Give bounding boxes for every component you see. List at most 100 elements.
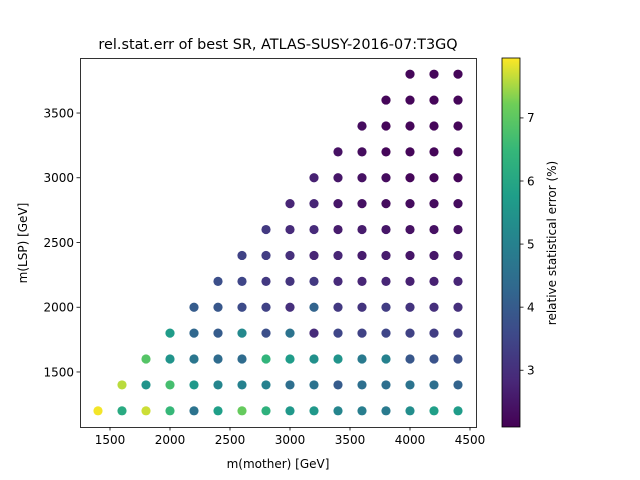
data-point xyxy=(237,406,247,416)
data-point xyxy=(381,199,391,209)
data-point xyxy=(357,250,367,261)
data-point xyxy=(453,173,463,183)
data-point xyxy=(117,406,127,416)
data-point xyxy=(261,380,271,390)
x-axis-ticks: 1500 2000 2500 3000 3500 4000 4500 xyxy=(95,427,485,447)
data-point xyxy=(357,147,367,157)
data-point xyxy=(381,328,391,338)
y-tick-label: 3500 xyxy=(43,106,74,120)
data-point xyxy=(405,199,415,209)
data-point xyxy=(357,354,367,364)
colorbar-tick-label: 5 xyxy=(527,237,535,251)
data-point xyxy=(429,328,439,338)
data-point xyxy=(453,354,463,364)
chart-title: rel.stat.err of best SR, ATLAS-SUSY-2016… xyxy=(98,37,457,53)
data-point xyxy=(237,250,247,261)
data-point xyxy=(333,199,343,209)
data-point xyxy=(285,354,295,364)
data-point xyxy=(357,121,367,131)
x-axis-label: m(mother) [GeV] xyxy=(227,457,330,471)
data-point xyxy=(357,199,367,209)
data-point xyxy=(429,173,439,183)
data-point xyxy=(285,276,295,286)
x-tick-label: 3500 xyxy=(335,433,366,447)
data-point xyxy=(453,95,463,105)
data-point xyxy=(429,224,439,235)
colorbar-label: relative statistical error (%) xyxy=(545,161,559,325)
data-point xyxy=(381,380,391,390)
y-axis-label: m(LSP) [GeV] xyxy=(16,203,30,284)
data-point xyxy=(357,406,367,416)
data-point xyxy=(405,380,415,390)
data-point xyxy=(381,354,391,364)
data-point xyxy=(333,328,343,338)
data-point xyxy=(453,276,463,286)
data-point xyxy=(381,406,391,416)
colorbar xyxy=(502,58,520,427)
data-point xyxy=(333,224,343,235)
data-point xyxy=(381,147,391,157)
data-point xyxy=(333,302,343,312)
data-point xyxy=(285,328,295,338)
data-point xyxy=(429,276,439,286)
data-point xyxy=(309,224,319,235)
data-point xyxy=(429,121,439,131)
data-point xyxy=(333,380,343,390)
y-tick-label: 2000 xyxy=(43,301,74,315)
data-point xyxy=(381,276,391,286)
data-point xyxy=(285,250,295,261)
data-point xyxy=(429,95,439,105)
y-tick-label: 2500 xyxy=(43,236,74,250)
data-point xyxy=(93,406,103,416)
data-point xyxy=(309,276,319,286)
data-point xyxy=(357,328,367,338)
data-point xyxy=(309,250,319,261)
data-point xyxy=(453,406,463,416)
data-point xyxy=(237,302,247,312)
data-point xyxy=(285,224,295,235)
data-point xyxy=(453,302,463,312)
data-point xyxy=(381,302,391,312)
data-point xyxy=(309,302,319,312)
data-point xyxy=(261,250,271,261)
data-point xyxy=(429,406,439,416)
y-tick-label: 1500 xyxy=(43,365,74,379)
colorbar-tick-label: 6 xyxy=(527,174,535,188)
data-point xyxy=(453,250,463,261)
data-point xyxy=(357,276,367,286)
data-point xyxy=(405,147,415,157)
data-point xyxy=(141,380,151,390)
data-point xyxy=(405,224,415,235)
data-point xyxy=(189,302,199,312)
x-tick-label: 1500 xyxy=(95,433,126,447)
data-point xyxy=(165,328,175,338)
data-point xyxy=(453,69,463,79)
x-tick-label: 3000 xyxy=(275,433,306,447)
data-point xyxy=(453,224,463,235)
data-point xyxy=(309,354,319,364)
data-point xyxy=(453,380,463,390)
data-point xyxy=(213,380,223,390)
data-point xyxy=(381,250,391,261)
data-point xyxy=(405,276,415,286)
data-point xyxy=(429,250,439,261)
data-point xyxy=(261,328,271,338)
data-point xyxy=(405,95,415,105)
data-point xyxy=(333,250,343,261)
data-point xyxy=(261,406,271,416)
data-point xyxy=(429,199,439,209)
data-point xyxy=(333,276,343,286)
data-point xyxy=(429,354,439,364)
data-point xyxy=(309,406,319,416)
data-point xyxy=(429,380,439,390)
data-point xyxy=(381,121,391,131)
colorbar-ticks: 3 4 5 6 7 xyxy=(520,111,535,378)
data-point xyxy=(213,302,223,312)
data-point xyxy=(453,121,463,131)
data-point xyxy=(357,380,367,390)
data-point xyxy=(309,199,319,209)
data-point xyxy=(429,69,439,79)
data-point xyxy=(261,302,271,312)
data-point xyxy=(405,250,415,261)
